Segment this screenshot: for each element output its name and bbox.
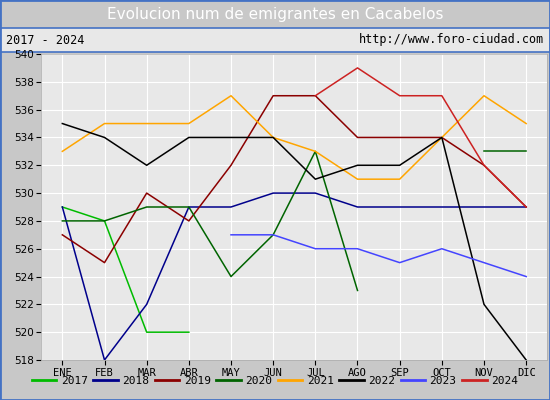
Text: 2017 - 2024: 2017 - 2024 (6, 34, 84, 46)
Text: Evolucion num de emigrantes en Cacabelos: Evolucion num de emigrantes en Cacabelos (107, 6, 443, 22)
Legend: 2017, 2018, 2019, 2020, 2021, 2022, 2023, 2024: 2017, 2018, 2019, 2020, 2021, 2022, 2023… (29, 373, 521, 389)
Text: http://www.foro-ciudad.com: http://www.foro-ciudad.com (359, 34, 544, 46)
